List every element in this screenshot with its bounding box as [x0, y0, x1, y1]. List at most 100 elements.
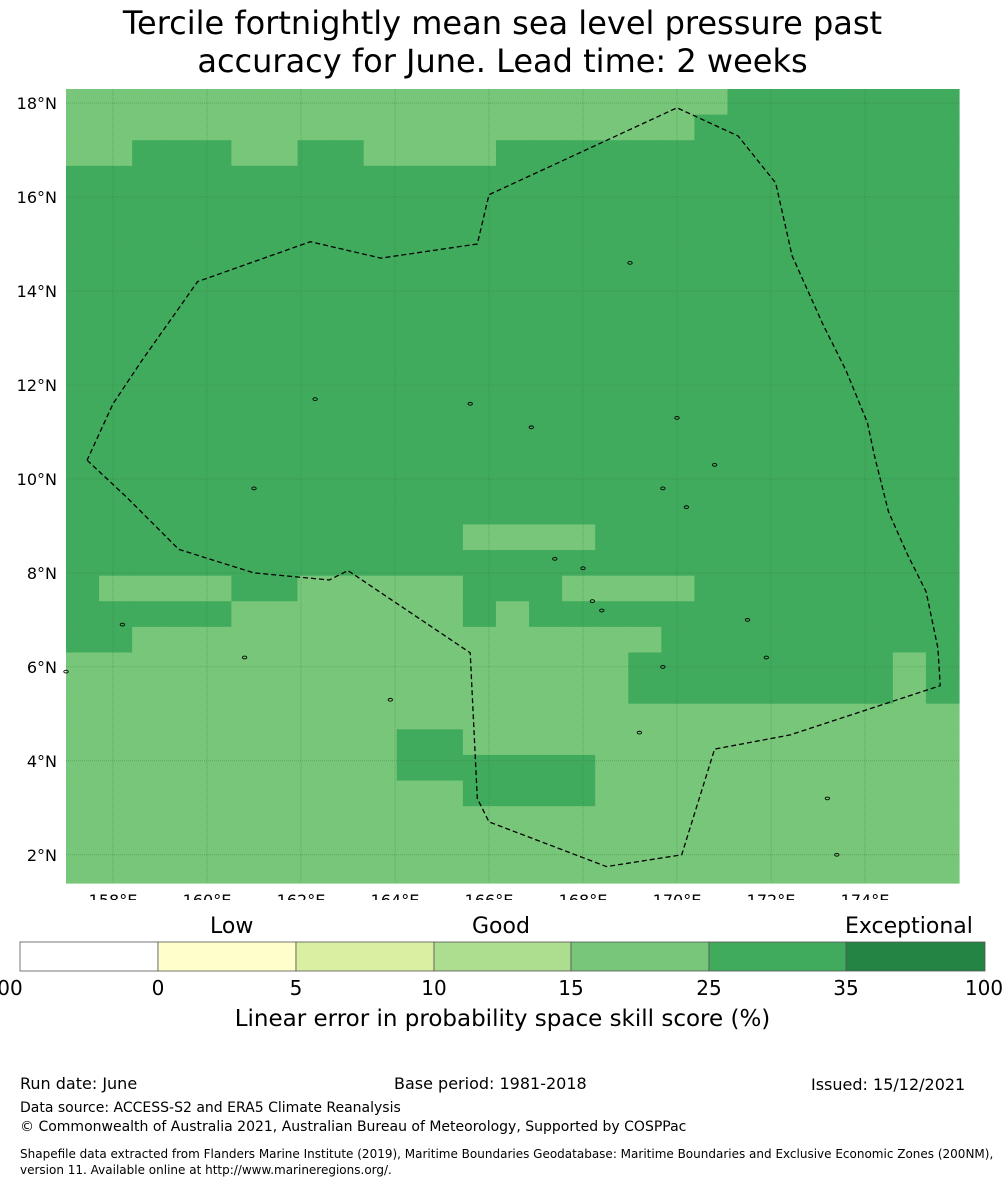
skill-cell	[892, 242, 927, 269]
skill-cell	[429, 268, 464, 295]
skill-cell	[264, 396, 299, 423]
skill-cell	[892, 319, 927, 346]
skill-cell	[363, 550, 398, 577]
skill-cell	[859, 831, 894, 858]
skill-cell	[892, 703, 927, 730]
skill-cell	[132, 242, 166, 269]
skill-cell	[925, 550, 960, 577]
skill-cell	[396, 447, 431, 474]
skill-cell	[694, 652, 729, 679]
skill-cell	[264, 806, 299, 833]
skill-cell	[231, 217, 266, 244]
skill-cell	[925, 165, 960, 193]
skill-cell	[628, 524, 662, 551]
skill-cell	[297, 857, 332, 884]
skill-cell	[628, 626, 662, 654]
lon-tick-label: 158°E	[89, 891, 138, 900]
skill-cell	[264, 652, 299, 679]
island-outline	[528, 425, 534, 430]
skill-cell	[694, 678, 729, 705]
lon-tick-label: 166°E	[465, 891, 514, 900]
island-outline	[467, 401, 473, 406]
skill-cell	[198, 242, 232, 269]
skill-cell	[661, 191, 696, 218]
skill-cell	[694, 293, 729, 321]
skill-cell	[198, 703, 232, 730]
skill-cell	[132, 89, 166, 116]
skill-cell	[826, 89, 861, 116]
skill-cell	[760, 114, 795, 141]
skill-cell	[132, 319, 166, 346]
skill-cell	[760, 396, 795, 423]
skill-cell	[165, 89, 199, 116]
skill-cell	[363, 575, 398, 602]
skill-cell	[66, 626, 100, 654]
skill-cell	[529, 421, 563, 449]
skill-cell	[495, 217, 530, 244]
skill-cell	[297, 293, 332, 321]
skill-cell	[727, 806, 762, 833]
skill-cell	[132, 396, 166, 423]
skill-cell	[562, 703, 596, 730]
skill-cell	[99, 678, 133, 705]
skill-cell	[925, 89, 960, 116]
skill-cell	[826, 652, 861, 679]
skill-cell	[661, 857, 696, 884]
skill-cell	[297, 601, 332, 628]
skill-cell	[165, 370, 199, 397]
skill-cell	[727, 729, 762, 756]
skill-cell	[826, 319, 861, 346]
skill-cell	[462, 857, 497, 884]
skill-cell	[66, 498, 100, 526]
skill-cell	[727, 652, 762, 679]
lon-tick-label: 160°E	[183, 891, 232, 900]
skill-cell	[628, 831, 662, 858]
skill-cell	[892, 575, 927, 602]
skill-cell	[562, 165, 596, 193]
skill-cell	[495, 678, 530, 705]
skill-cell	[396, 729, 431, 756]
skill-cell	[429, 703, 464, 730]
skill-cell	[859, 857, 894, 884]
skill-cell	[760, 831, 795, 858]
skill-cell	[132, 524, 166, 551]
skill-cell	[297, 140, 332, 167]
skill-cell	[330, 626, 365, 654]
skill-cell	[231, 498, 266, 526]
skill-cell	[694, 217, 729, 244]
skill-cell	[231, 89, 266, 116]
skill-cell	[165, 498, 199, 526]
skill-cell	[99, 806, 133, 833]
skill-cell	[99, 268, 133, 295]
skill-cell	[132, 191, 166, 218]
skill-cell	[727, 89, 762, 116]
skill-cell	[529, 626, 563, 654]
skill-cell	[132, 806, 166, 833]
skill-cell	[925, 268, 960, 295]
skill-cell	[165, 396, 199, 423]
skill-cell	[925, 703, 960, 730]
skill-cell	[793, 345, 828, 372]
skill-cell	[198, 165, 232, 193]
skill-cell	[66, 575, 100, 602]
skill-cell	[859, 319, 894, 346]
skill-cell	[661, 703, 696, 730]
skill-cell	[925, 396, 960, 423]
skill-cell	[462, 575, 497, 602]
skill-cell	[562, 89, 596, 116]
skill-cell	[694, 831, 729, 858]
skill-cell	[628, 857, 662, 884]
skill-cell	[859, 806, 894, 833]
skill-cell	[396, 396, 431, 423]
skill-cell	[694, 550, 729, 577]
skill-cell	[231, 831, 266, 858]
colorbar-tick: 0	[151, 976, 165, 1000]
skill-cell	[363, 678, 398, 705]
lon-tick-label: 174°E	[841, 891, 890, 900]
skill-cell	[231, 396, 266, 423]
skill-cell	[264, 575, 299, 602]
skill-cell	[363, 498, 398, 526]
skill-cell	[495, 575, 530, 602]
skill-cell	[826, 140, 861, 167]
skill-cell	[264, 114, 299, 141]
